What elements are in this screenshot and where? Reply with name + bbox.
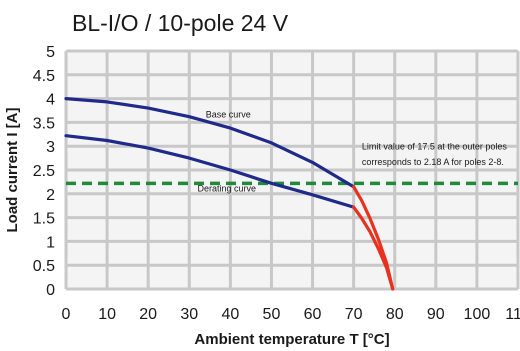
grid — [64, 49, 520, 291]
y-tick-label-6: 3 — [46, 139, 55, 156]
annotation-0: Base curve — [206, 110, 251, 120]
annotation-1: Derating curve — [197, 183, 256, 193]
y-tick-label-3: 1.5 — [33, 211, 55, 228]
annotation-layer: Base curve Derating curve Limit value of 1… — [197, 110, 507, 194]
x-tick-label-1: 10 — [98, 306, 116, 323]
x-tick-label-4: 40 — [221, 306, 239, 323]
x-tick-label-0: 0 — [62, 306, 71, 323]
annotation-2: Limit value of 17.5 at the outer poles — [362, 142, 508, 152]
y-tick-label-4: 2 — [46, 187, 55, 204]
y-tick-label-2: 1 — [46, 234, 55, 251]
y-tick-label-0: 0 — [46, 282, 55, 299]
y-tick-label-9: 4.5 — [33, 68, 55, 85]
chart-title: BL-I/O / 10-pole 24 V — [72, 10, 289, 36]
x-tick-label-10: 100 — [464, 306, 491, 323]
series-line-derating — [64, 134, 356, 209]
y-tick-label-5: 2.5 — [33, 163, 55, 180]
y-tick-label-7: 3.5 — [33, 115, 55, 132]
annotation-3: corresponds to 2.18 A for poles 2-8. — [362, 157, 504, 167]
x-tick-label-2: 20 — [139, 306, 157, 323]
x-tick-label-9: 90 — [427, 306, 445, 323]
x-tick-label-7: 70 — [345, 306, 363, 323]
y-tick-label-10: 5 — [46, 44, 55, 61]
x-tick-label-11: 110 — [505, 306, 520, 323]
series-layer — [64, 96, 395, 291]
y-tick-label-1: 0.5 — [33, 258, 55, 275]
x-tick-label-8: 80 — [386, 306, 404, 323]
tick-labels: 0 10 20 30 40 50 60 70 80 90 100 110 0 0.5 1 1.5 2 2.5 3 3.… — [33, 44, 520, 323]
y-tick-label-8: 4 — [46, 92, 55, 109]
x-tick-label-6: 60 — [304, 306, 322, 323]
x-axis-label: Ambient temperature T [°C] — [194, 331, 389, 348]
x-tick-label-5: 50 — [263, 306, 281, 323]
series-line-derating-limit — [352, 205, 395, 291]
series-line-base — [64, 96, 356, 189]
y-axis-label: Load current I [A] — [4, 107, 21, 232]
x-tick-label-3: 30 — [180, 306, 198, 323]
